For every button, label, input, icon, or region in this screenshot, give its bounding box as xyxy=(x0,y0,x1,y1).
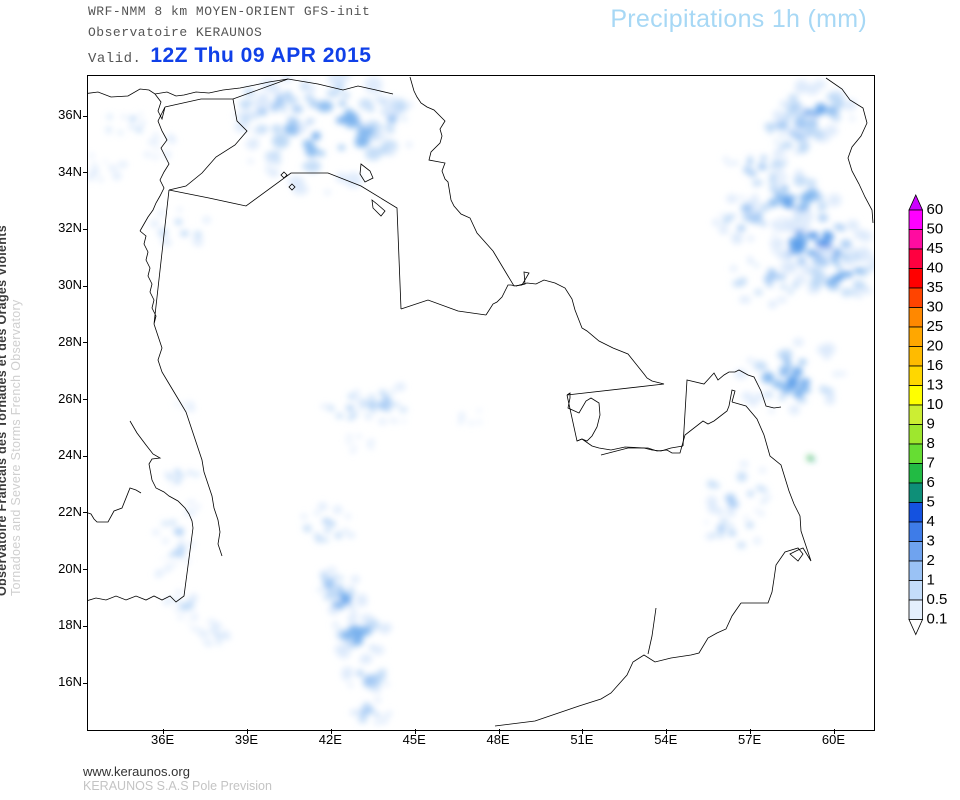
svg-text:0.5: 0.5 xyxy=(927,591,948,608)
svg-text:20: 20 xyxy=(927,338,944,355)
svg-text:7: 7 xyxy=(927,455,935,472)
svg-text:13: 13 xyxy=(927,377,944,394)
svg-text:2: 2 xyxy=(927,552,935,569)
svg-text:25: 25 xyxy=(927,318,944,335)
svg-text:60: 60 xyxy=(927,201,944,218)
svg-text:3: 3 xyxy=(927,533,935,550)
svg-text:40: 40 xyxy=(927,260,944,277)
svg-text:6: 6 xyxy=(927,474,935,491)
svg-text:9: 9 xyxy=(927,416,935,433)
svg-text:30: 30 xyxy=(927,299,944,316)
svg-text:5: 5 xyxy=(927,494,935,511)
svg-text:4: 4 xyxy=(927,513,935,530)
svg-text:16: 16 xyxy=(927,357,944,374)
svg-text:1: 1 xyxy=(927,572,935,589)
svg-text:45: 45 xyxy=(927,240,944,257)
svg-text:50: 50 xyxy=(927,221,944,238)
svg-text:0.1: 0.1 xyxy=(927,611,948,628)
svg-text:35: 35 xyxy=(927,279,944,296)
svg-text:10: 10 xyxy=(927,396,944,413)
svg-text:8: 8 xyxy=(927,435,935,452)
